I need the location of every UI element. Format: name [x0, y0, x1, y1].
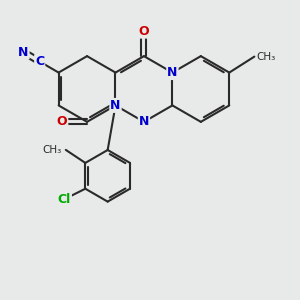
Text: N: N: [139, 115, 149, 128]
Text: N: N: [167, 66, 178, 79]
Text: C: C: [35, 55, 44, 68]
Text: O: O: [139, 25, 149, 38]
Text: CH₃: CH₃: [256, 52, 275, 61]
Text: N: N: [110, 99, 121, 112]
Text: N: N: [18, 46, 28, 59]
Text: CH₃: CH₃: [43, 145, 62, 155]
Text: O: O: [57, 115, 67, 128]
Text: Cl: Cl: [58, 193, 71, 206]
